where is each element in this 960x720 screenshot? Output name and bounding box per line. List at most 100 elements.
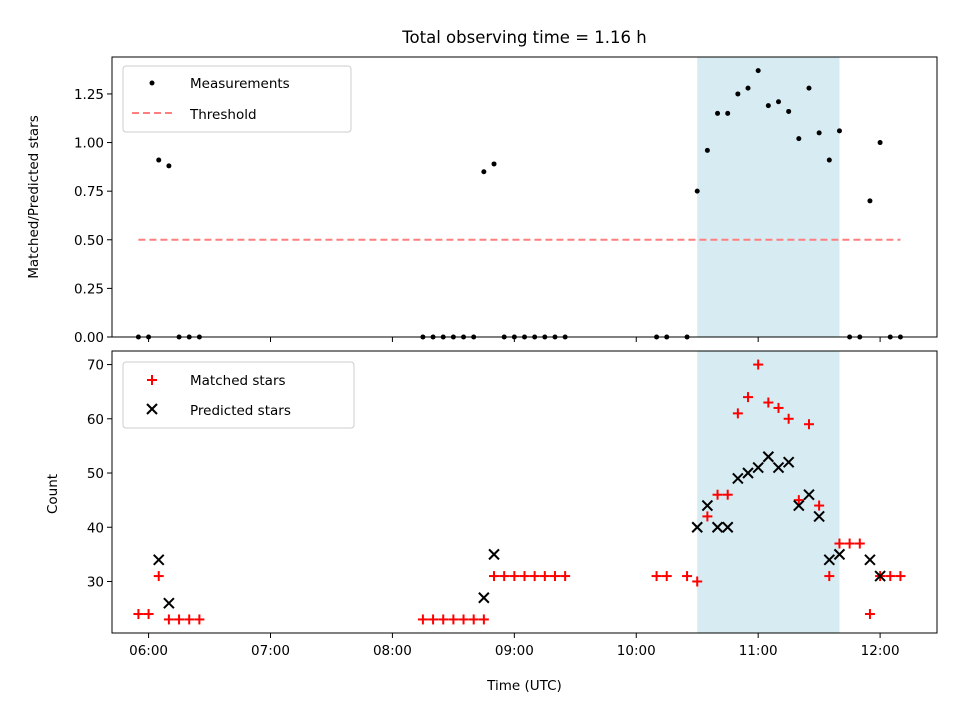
predicted-star-point	[823, 554, 836, 566]
matched-star-point	[143, 609, 154, 620]
matched-stars-legend-marker	[147, 375, 157, 385]
legend-matched-stars-label: Matched stars	[190, 373, 286, 389]
measurement-point	[156, 157, 162, 163]
predicted-star-point	[772, 461, 785, 474]
measurement-point	[867, 198, 873, 204]
predicted-star-point	[864, 554, 876, 566]
matched-star-point	[539, 571, 550, 582]
predicted-star-point	[833, 548, 846, 561]
matched-star-point	[864, 609, 875, 620]
measurement-point	[786, 108, 792, 114]
predicted-star-point	[762, 451, 775, 463]
matched-star-point	[783, 413, 794, 424]
measurement-point	[725, 110, 731, 116]
measurement-point	[765, 103, 771, 109]
matched-star-point	[651, 571, 662, 582]
measurement-point	[816, 130, 822, 136]
matched-star-point	[844, 538, 855, 549]
y-tick-label: 0.75	[74, 184, 104, 200]
measurement-point	[715, 110, 721, 116]
matched-star-point	[529, 571, 540, 582]
matched-star-point	[468, 614, 479, 625]
y-tick-label: 0.50	[74, 233, 104, 249]
bottom-y-axis-label: Count	[45, 474, 61, 514]
matched-star-point	[184, 614, 195, 625]
legend-threshold-label: Threshold	[189, 107, 257, 123]
matched-star-point	[885, 571, 896, 582]
measurement-point	[755, 68, 761, 74]
matched-star-point	[163, 614, 174, 625]
matched-star-point	[174, 614, 185, 625]
predicted-stars-legend-marker	[146, 403, 158, 415]
matched-star-point	[854, 538, 865, 549]
x-tick-label: 07:00	[251, 643, 290, 659]
matched-star-point	[509, 571, 520, 582]
measurement-point	[735, 91, 741, 97]
predicted-star-point	[793, 499, 805, 512]
top-plot-frame	[111, 56, 938, 338]
bottom-panel: 30 40 50 60 70 06:00 07:00 08:00 09:00 10:00 11:0…	[45, 350, 938, 694]
x-axis-label: Time (UTC)	[486, 678, 562, 694]
matched-star-point	[560, 571, 571, 582]
predicted-star-point	[488, 548, 500, 561]
measurement-point	[166, 163, 172, 169]
measurement-point	[776, 99, 782, 105]
matched-star-point	[448, 614, 459, 625]
legend-predicted-stars-label: Predicted stars	[190, 403, 291, 419]
matched-star-point	[133, 609, 144, 620]
y-tick-label: 0.00	[74, 330, 104, 346]
matched-star-point	[489, 571, 500, 582]
matched-star-point	[428, 614, 439, 625]
x-tick-label: 10:00	[617, 643, 656, 659]
x-tick-label: 06:00	[129, 643, 168, 659]
y-tick-label: 70	[87, 358, 104, 374]
matched-star-point	[712, 489, 723, 500]
top-legend-box	[122, 65, 352, 133]
matched-star-point	[682, 571, 693, 582]
matched-star-point	[499, 571, 510, 582]
matched-star-point	[153, 571, 164, 582]
bottom-legend-box	[122, 361, 355, 429]
matched-star-point	[763, 397, 774, 408]
y-tick-label: 0.25	[74, 281, 104, 297]
matched-star-point	[549, 571, 560, 582]
measurement-point	[806, 85, 812, 91]
chart-title: Total observing time = 1.16 h	[401, 28, 646, 47]
predicted-star-point	[752, 461, 764, 474]
bottom-shaded-region	[697, 351, 840, 633]
predicted-star-point	[742, 467, 754, 479]
y-tick-label: 50	[87, 466, 104, 482]
matched-star-point	[895, 571, 906, 582]
predicted-star-point	[691, 521, 703, 533]
measurement-point	[745, 85, 751, 91]
y-tick-label: 60	[87, 412, 104, 428]
y-tick-label: 30	[87, 574, 104, 590]
matched-star-point	[793, 495, 804, 506]
predicted-star-point	[701, 499, 714, 512]
matched-star-point	[814, 500, 825, 511]
measurement-point	[694, 188, 700, 194]
y-tick-label: 1.25	[74, 87, 104, 103]
measurement-point	[491, 161, 497, 167]
measurements-legend-marker	[149, 80, 155, 86]
matched-star-point	[722, 489, 733, 500]
x-tick-label: 09:00	[495, 643, 534, 659]
bottom-plot-frame	[111, 350, 938, 634]
measurement-point	[877, 140, 883, 146]
predicted-star-point	[874, 570, 886, 582]
measurement-point	[826, 157, 832, 163]
top-y-axis-label: Matched/Predicted stars	[26, 115, 42, 278]
top-legend: Measurements Threshold	[122, 65, 352, 133]
predicted-star-point	[163, 597, 175, 609]
x-tick-label: 08:00	[373, 643, 412, 659]
matched-star-point	[438, 614, 449, 625]
legend-measurements-label: Measurements	[190, 76, 290, 92]
predicted-star-point	[721, 521, 734, 533]
measurement-point	[704, 147, 710, 153]
predicted-star-point	[478, 592, 490, 604]
predicted-star-point	[711, 521, 724, 533]
matched-star-point	[519, 571, 530, 582]
matched-star-point	[478, 614, 489, 625]
matched-star-point	[773, 402, 784, 413]
